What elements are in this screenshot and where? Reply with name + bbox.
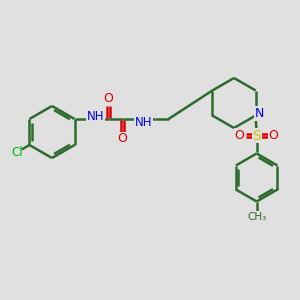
Text: O: O — [235, 129, 244, 142]
Text: CH₃: CH₃ — [247, 212, 266, 221]
Text: Cl: Cl — [11, 146, 23, 158]
Text: O: O — [118, 133, 128, 146]
Text: O: O — [269, 129, 279, 142]
Text: NH: NH — [87, 110, 104, 124]
Text: O: O — [103, 92, 113, 106]
Text: S: S — [252, 128, 261, 142]
Text: NH: NH — [135, 116, 152, 128]
Text: N: N — [255, 107, 264, 120]
